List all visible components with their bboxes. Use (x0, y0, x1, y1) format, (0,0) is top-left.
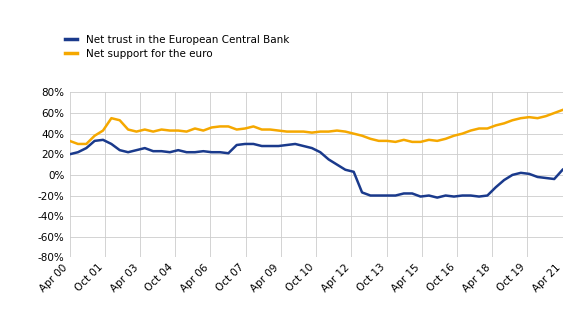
Net trust in the European Central Bank (434, 196, 441, 200)
Net trust in the European Central Bank (66, 152, 73, 156)
Net trust in the European Central Bank (559, 168, 566, 172)
Net support for the euro (216, 124, 223, 128)
Net support for the euro (74, 142, 81, 146)
Net support for the euro (233, 128, 240, 132)
Net support for the euro (200, 129, 207, 133)
Net support for the euro (158, 128, 165, 132)
Net support for the euro (383, 139, 390, 143)
Net trust in the European Central Bank (100, 138, 107, 142)
Net support for the euro (242, 126, 249, 130)
Legend: Net trust in the European Central Bank, Net support for the euro: Net trust in the European Central Bank, … (65, 35, 289, 58)
Line: Net trust in the European Central Bank: Net trust in the European Central Bank (70, 140, 563, 198)
Net support for the euro (559, 108, 566, 112)
Line: Net support for the euro: Net support for the euro (70, 110, 563, 144)
Net support for the euro (66, 139, 73, 143)
Net trust in the European Central Bank (158, 149, 165, 153)
Net trust in the European Central Bank (233, 143, 240, 147)
Net trust in the European Central Bank (216, 150, 223, 154)
Net trust in the European Central Bank (200, 149, 207, 153)
Net trust in the European Central Bank (242, 142, 249, 146)
Net trust in the European Central Bank (383, 193, 390, 197)
